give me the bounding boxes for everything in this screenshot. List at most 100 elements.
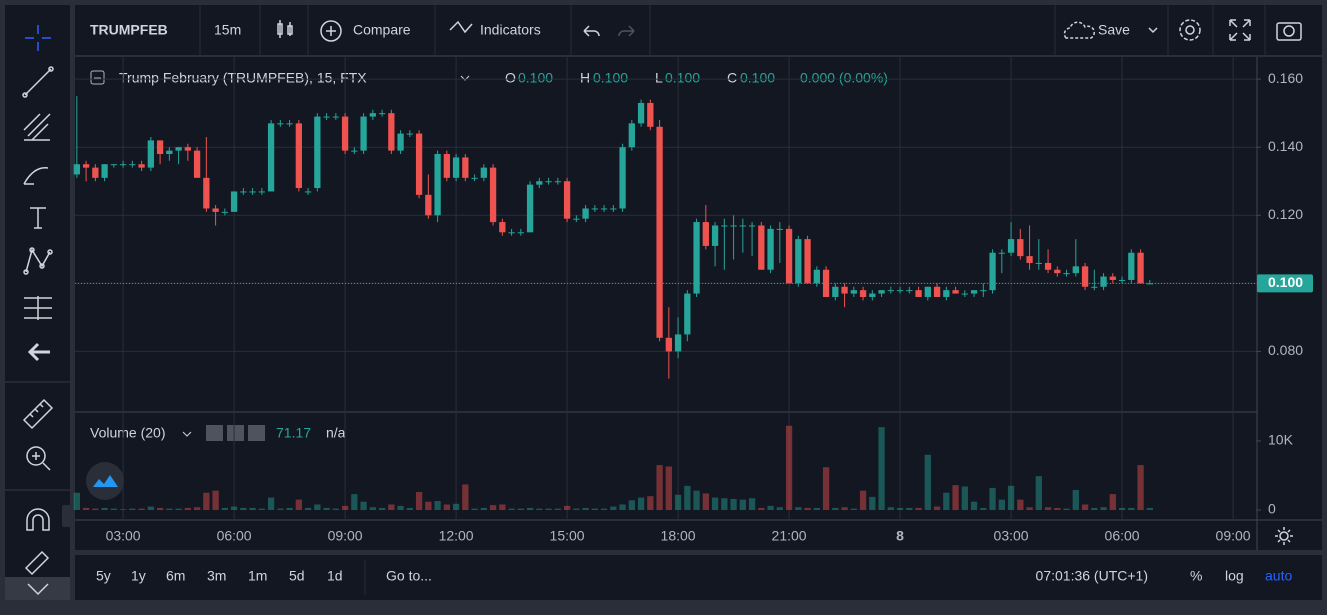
go-to[interactable]: Go to... xyxy=(386,568,432,584)
volume-bar xyxy=(776,507,783,510)
save[interactable]: Save xyxy=(1098,22,1130,38)
candle-body xyxy=(961,293,968,295)
scale-button[interactable]: % xyxy=(1190,568,1202,584)
indicators-icon[interactable] xyxy=(449,20,473,34)
volume-bar xyxy=(323,507,330,510)
range-button[interactable]: 1y xyxy=(131,568,146,584)
candle-body xyxy=(471,177,478,179)
x-tick-label: 06:00 xyxy=(217,528,252,544)
volume-bar xyxy=(1137,465,1144,510)
volume-bar xyxy=(443,504,450,510)
volume-bar xyxy=(119,509,127,510)
x-tick-label: 06:00 xyxy=(1105,528,1140,544)
volume-bar xyxy=(240,507,247,510)
volume-bar xyxy=(434,501,441,510)
indicators[interactable]: Indicators xyxy=(480,22,541,38)
volume-bar xyxy=(961,486,968,510)
candle-body xyxy=(536,181,543,185)
volume-bar xyxy=(462,484,469,510)
candle-body xyxy=(619,147,626,209)
x-tick-label: 21:00 xyxy=(772,528,807,544)
candle-body xyxy=(341,116,349,151)
volume-bar xyxy=(536,508,543,510)
volume-bar xyxy=(1072,489,1079,510)
volume-bar xyxy=(693,490,700,510)
range-button[interactable]: 5d xyxy=(289,568,305,584)
chart-style-icon[interactable] xyxy=(277,20,293,38)
candle-body xyxy=(73,164,80,175)
scale-button[interactable]: log xyxy=(1225,568,1244,584)
volume-bar xyxy=(341,505,349,510)
collapse-arrow[interactable] xyxy=(27,583,49,596)
volume-buttons[interactable] xyxy=(206,425,265,441)
settings-icon[interactable] xyxy=(1179,19,1201,41)
candle-body xyxy=(295,123,302,189)
series-title[interactable]: Trump February (TRUMPFEB), 15, FTX xyxy=(119,70,367,86)
top-toolbar xyxy=(75,5,1322,55)
candle-body xyxy=(82,164,90,168)
logo[interactable] xyxy=(86,462,124,500)
range-button[interactable]: 1m xyxy=(248,568,267,584)
volume-bar xyxy=(82,507,90,510)
volume-bar xyxy=(656,465,663,510)
candle-body xyxy=(138,164,145,168)
candle-body xyxy=(850,290,857,294)
range-button[interactable]: 6m xyxy=(166,568,185,584)
volume-bar xyxy=(1109,494,1116,510)
candle-body xyxy=(517,232,524,234)
candle-body xyxy=(203,177,210,209)
drawing-tools[interactable] xyxy=(5,25,70,576)
candle-body xyxy=(129,164,136,166)
candle-body xyxy=(443,154,450,178)
candle-body xyxy=(184,147,191,151)
x-tick-label: 09:00 xyxy=(1216,528,1251,544)
volume-title[interactable]: Volume (20) xyxy=(90,425,165,441)
volume-bar xyxy=(582,507,589,510)
candle-body xyxy=(452,157,460,178)
candle-body xyxy=(480,167,487,178)
collapse-legend[interactable] xyxy=(90,70,105,85)
series-menu[interactable] xyxy=(460,75,470,81)
range-button[interactable]: 5y xyxy=(96,568,111,584)
symbol[interactable]: TRUMPFEB xyxy=(90,22,168,38)
range-button[interactable]: 3m xyxy=(207,568,226,584)
axis-settings[interactable] xyxy=(1275,527,1293,545)
candle-body xyxy=(1128,252,1135,280)
save-icon[interactable] xyxy=(1063,21,1095,39)
hide-toolbar[interactable] xyxy=(62,505,72,527)
candle-body xyxy=(240,191,247,193)
candle-body xyxy=(980,290,987,292)
compare[interactable]: Compare xyxy=(353,22,411,38)
compare-icon[interactable] xyxy=(320,20,342,42)
volume-bar xyxy=(647,496,654,510)
range-button[interactable]: 1d xyxy=(327,568,343,584)
candle-body xyxy=(425,194,432,216)
volume-bar xyxy=(489,505,497,510)
volume-bar xyxy=(619,504,626,510)
volume-bar xyxy=(73,492,80,510)
volume-bar xyxy=(415,492,423,510)
candle-body xyxy=(859,290,867,297)
candle-body xyxy=(1054,269,1061,274)
volume-bar xyxy=(711,497,719,510)
scale-button[interactable]: auto xyxy=(1265,568,1292,584)
save-menu[interactable] xyxy=(1148,27,1158,34)
chart-panel xyxy=(75,57,1322,550)
candle-body xyxy=(841,286,848,294)
y-tick-label: 0.120 xyxy=(1268,206,1303,222)
undo[interactable] xyxy=(583,25,600,37)
fullscreen-icon[interactable] xyxy=(1229,19,1251,41)
volume-bar xyxy=(166,508,173,510)
screenshot-icon[interactable] xyxy=(1276,22,1302,41)
volume-bar xyxy=(545,508,552,510)
volume-menu[interactable] xyxy=(182,431,192,437)
clock: 07:01:36 (UTC+1) xyxy=(1036,568,1148,584)
toolbar-collapse[interactable] xyxy=(5,577,70,600)
volume-bar xyxy=(526,507,534,510)
interval[interactable]: 15m xyxy=(214,22,241,38)
candle-body xyxy=(119,164,127,166)
volume-bar xyxy=(600,508,608,510)
volume-bar xyxy=(406,507,413,510)
candle-body xyxy=(600,208,608,210)
